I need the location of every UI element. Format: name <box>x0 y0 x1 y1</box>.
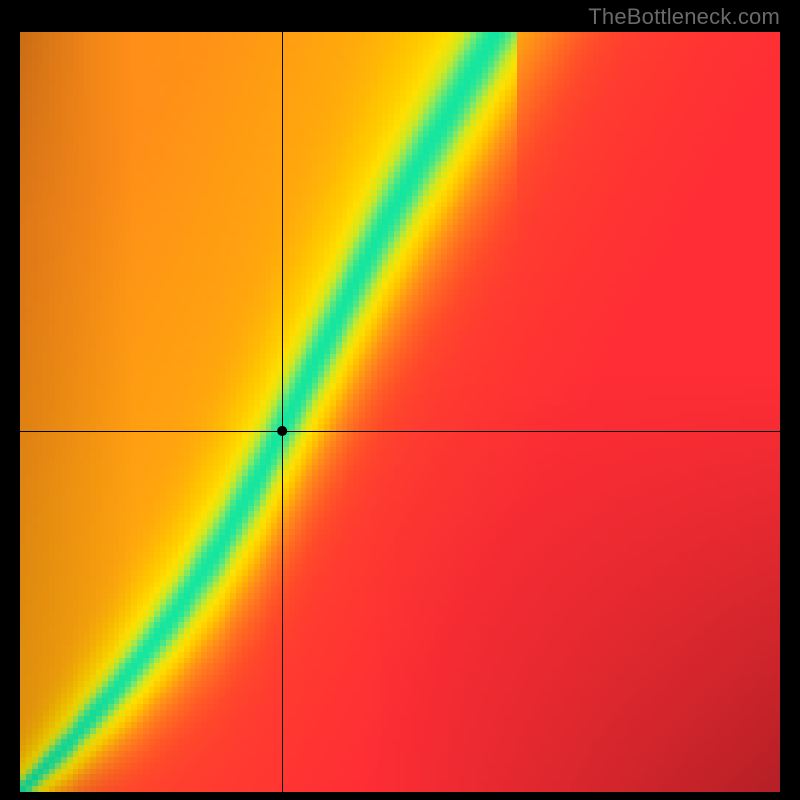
bottleneck-heatmap <box>20 32 780 792</box>
watermark-text: TheBottleneck.com <box>588 4 780 30</box>
page-root: TheBottleneck.com <box>0 0 800 800</box>
